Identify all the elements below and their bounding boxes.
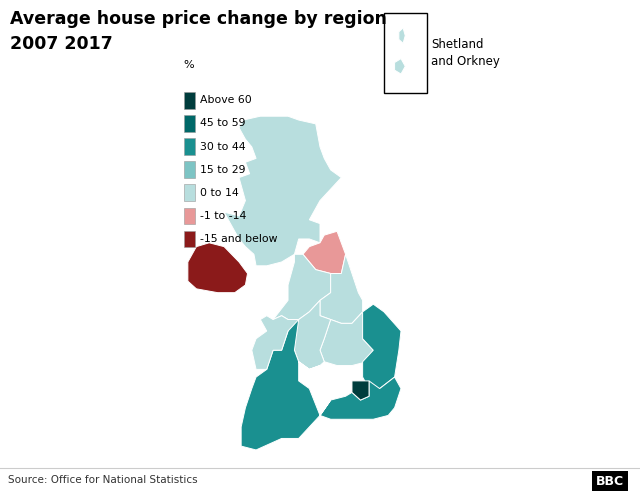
Bar bbox=[184, 185, 195, 200]
Polygon shape bbox=[188, 243, 248, 293]
Text: Average house price change by region: Average house price change by region bbox=[10, 10, 387, 28]
Polygon shape bbox=[252, 316, 299, 369]
Polygon shape bbox=[363, 304, 401, 389]
Bar bbox=[184, 231, 195, 247]
Polygon shape bbox=[399, 28, 405, 44]
Text: 0 to 14: 0 to 14 bbox=[200, 188, 238, 198]
Bar bbox=[184, 139, 195, 154]
Text: Source: Office for National Statistics: Source: Office for National Statistics bbox=[8, 475, 197, 485]
Bar bbox=[184, 161, 195, 178]
Text: 2007 2017: 2007 2017 bbox=[10, 35, 113, 52]
Text: %: % bbox=[184, 60, 194, 70]
Polygon shape bbox=[320, 254, 363, 323]
Bar bbox=[184, 93, 195, 108]
Text: 30 to 44: 30 to 44 bbox=[200, 142, 245, 151]
Bar bbox=[384, 13, 427, 93]
Text: Above 60: Above 60 bbox=[200, 96, 252, 105]
Polygon shape bbox=[352, 381, 369, 400]
Bar bbox=[184, 115, 195, 132]
Text: Shetland
and Orkney: Shetland and Orkney bbox=[431, 38, 500, 68]
Text: BBC: BBC bbox=[596, 475, 624, 488]
Text: -15 and below: -15 and below bbox=[200, 234, 277, 244]
Text: -1 to -14: -1 to -14 bbox=[200, 210, 246, 221]
Polygon shape bbox=[224, 116, 341, 266]
Polygon shape bbox=[395, 59, 405, 74]
Polygon shape bbox=[273, 254, 331, 320]
Polygon shape bbox=[320, 377, 401, 419]
Polygon shape bbox=[241, 320, 331, 450]
Polygon shape bbox=[320, 312, 373, 365]
Text: 45 to 59: 45 to 59 bbox=[200, 118, 245, 129]
Polygon shape bbox=[303, 231, 346, 273]
Text: 15 to 29: 15 to 29 bbox=[200, 164, 245, 175]
Bar bbox=[184, 207, 195, 224]
Polygon shape bbox=[288, 300, 331, 369]
